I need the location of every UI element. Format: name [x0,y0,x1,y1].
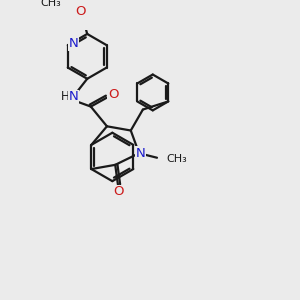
Text: O: O [108,88,119,101]
Text: CH₃: CH₃ [40,0,61,8]
Text: H: H [60,90,69,103]
Text: CH₃: CH₃ [166,154,187,164]
Text: N: N [136,147,146,160]
Text: N: N [68,37,78,50]
Text: N: N [69,90,79,103]
Text: O: O [76,5,86,18]
Text: O: O [114,185,124,198]
